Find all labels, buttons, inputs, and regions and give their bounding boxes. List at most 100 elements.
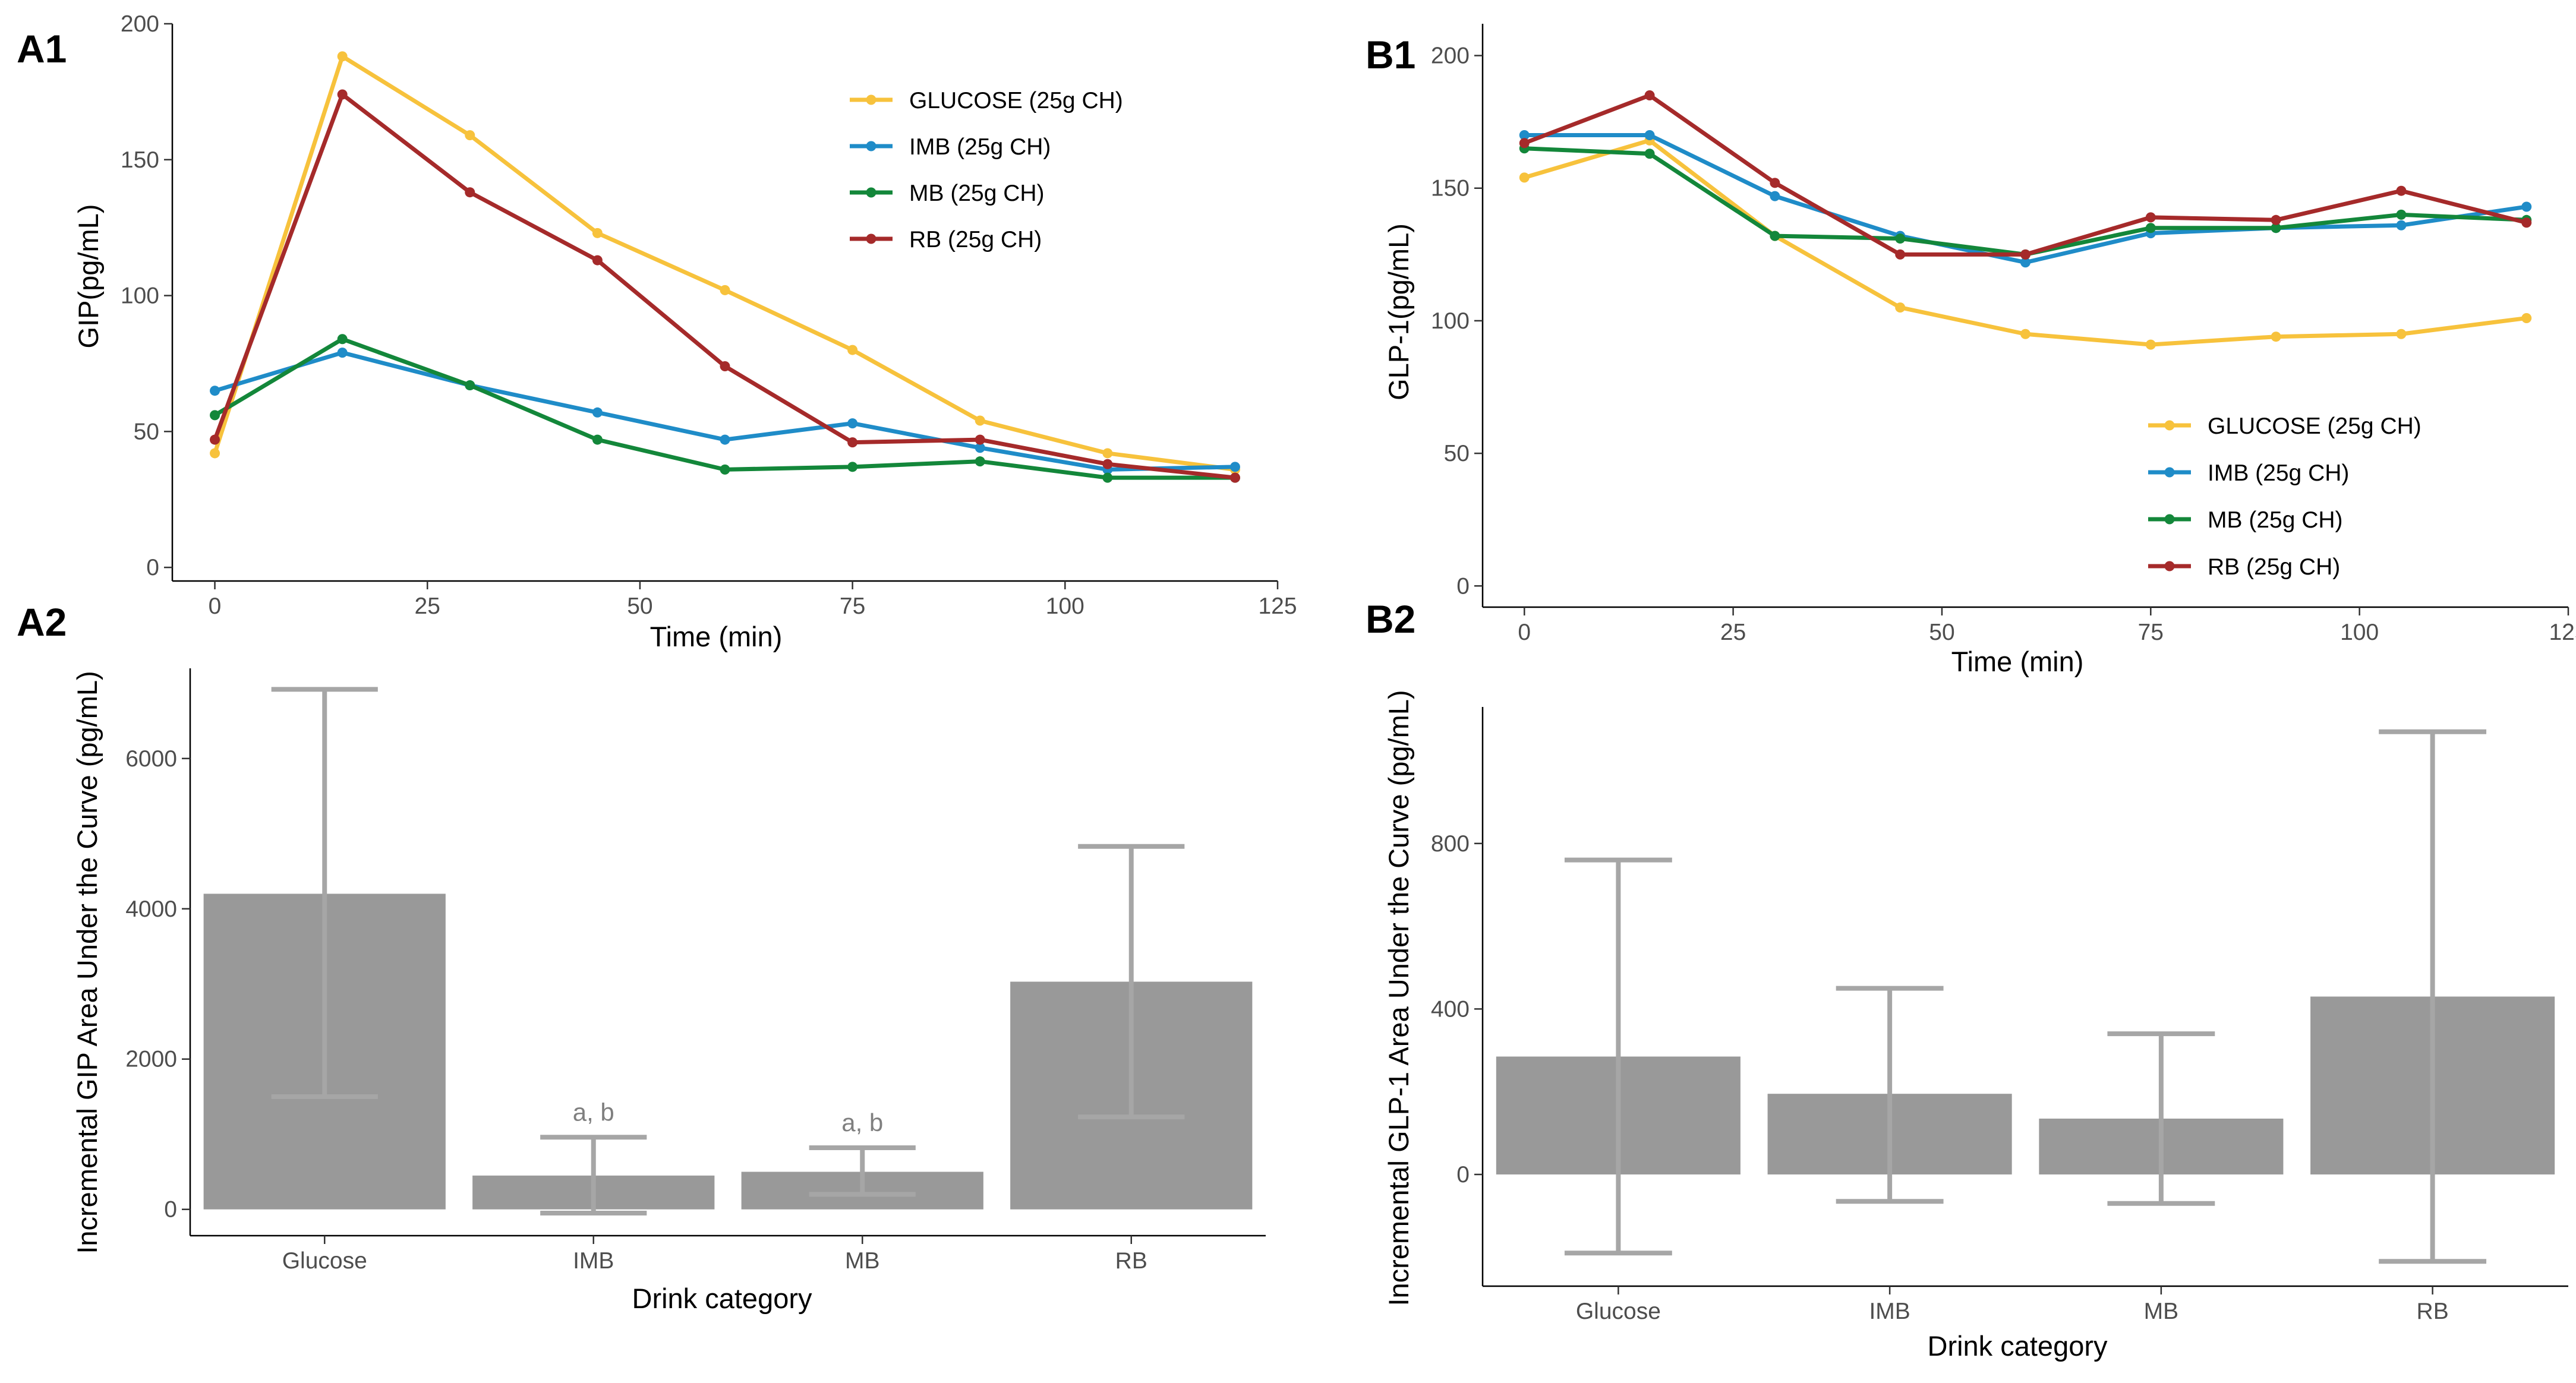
- a1-data-point-glucose: [720, 285, 730, 295]
- a1-y-ticks: 0 50 100 150 200: [121, 11, 172, 580]
- b1-plot-area: [1519, 90, 2532, 350]
- b1-data-point-imb: [2396, 220, 2407, 230]
- b1-data-point-glucose: [1519, 172, 1530, 183]
- a1-data-point-mb: [847, 462, 858, 472]
- b1-series-line-mb: [1524, 146, 2527, 257]
- a1-x-tick-label: 100: [1046, 593, 1084, 619]
- a2-x-tick-label: Glucose: [282, 1248, 367, 1274]
- b1-series-line-rb: [1524, 93, 2527, 257]
- b1-y-ticks: 0 50 100 150 200: [1431, 43, 1483, 599]
- b1-data-point-mb: [1644, 149, 1655, 159]
- a1-data-point-rb: [210, 434, 220, 445]
- b2-y-tick-label: 0: [1456, 1162, 1470, 1188]
- a1-legend-key-point-rb: [866, 233, 876, 244]
- b1-data-point-imb: [1644, 130, 1655, 140]
- b1-legend-key-point-imb: [2164, 467, 2175, 478]
- a1-data-point-mb: [975, 456, 985, 467]
- a2-y-axis-title: Incremental GIP Area Under the Curve (pg…: [71, 671, 103, 1253]
- b1-data-point-glucose: [2145, 339, 2156, 350]
- b1-legend-label: IMB (25g CH): [2208, 460, 2349, 486]
- b1-y-tick-label: 200: [1431, 43, 1470, 69]
- a1-data-point-glucose: [847, 345, 858, 355]
- b1-series-imb: [1519, 130, 2532, 268]
- b2-y-tick-label: 800: [1431, 831, 1470, 857]
- a1-legend-label: MB (25g CH): [909, 181, 1045, 206]
- a1-data-point-imb: [337, 348, 348, 358]
- a1-legend-label: RB (25g CH): [909, 227, 1042, 252]
- b2-x-tick-label: RB: [2417, 1299, 2449, 1324]
- panel-label-a2: A2: [17, 600, 67, 644]
- b1-x-tick-label: 125: [2549, 620, 2576, 645]
- a1-data-point-mb: [337, 334, 348, 345]
- a1-data-point-mb: [720, 464, 730, 475]
- a1-data-point-rb: [465, 187, 475, 198]
- b1-x-tick-label: 0: [1518, 620, 1531, 645]
- b1-data-point-rb: [2521, 217, 2532, 228]
- a1-data-point-glucose: [337, 51, 348, 62]
- b1-data-point-rb: [2396, 185, 2407, 196]
- b2-y-ticks: 0 400 800: [1431, 831, 1483, 1188]
- a1-series-mb: [210, 334, 1240, 483]
- a1-data-point-rb: [592, 255, 603, 266]
- a1-data-point-imb: [720, 434, 730, 445]
- a2-x-ticks: Glucose IMB MB RB: [282, 1236, 1147, 1274]
- b1-series-rb: [1519, 90, 2532, 260]
- b1-y-tick-label: 0: [1456, 573, 1470, 599]
- a1-y-tick-label: 150: [121, 147, 159, 173]
- b1-data-point-rb: [2020, 249, 2030, 260]
- a2-significance-label: a, b: [573, 1098, 614, 1126]
- a2-x-tick-label: RB: [1115, 1248, 1147, 1274]
- a1-series-glucose: [210, 51, 1240, 475]
- a1-data-point-imb: [210, 386, 220, 396]
- b1-series-mb: [1519, 143, 2532, 260]
- panel-label-b1: B1: [1366, 33, 1415, 77]
- a1-data-point-rb: [337, 89, 348, 100]
- a1-data-point-glucose: [975, 415, 985, 426]
- b1-legend-key-point-mb: [2164, 514, 2175, 525]
- b2-x-tick-label: Glucose: [1576, 1299, 1661, 1324]
- a1-y-tick-label: 50: [134, 419, 159, 444]
- a1-legend-key-point-glucose: [866, 94, 876, 105]
- a1-legend-key-point-mb: [866, 187, 876, 198]
- b1-legend: GLUCOSE (25g CH) IMB (25g CH) MB (25g CH) R…: [2148, 413, 2421, 580]
- b1-y-tick-label: 100: [1431, 308, 1470, 334]
- b1-data-point-rb: [1895, 249, 1906, 260]
- b1-data-point-rb: [1644, 90, 1655, 101]
- b1-data-point-mb: [2145, 223, 2156, 233]
- a1-legend-label: GLUCOSE (25g CH): [909, 88, 1123, 113]
- a1-y-tick-label: 100: [121, 283, 159, 309]
- panel-b1: B1 0 50 100 150 200 0 25 50 75 100 125 Time (min)…: [1366, 24, 2576, 677]
- b1-y-tick-label: 50: [1444, 441, 1470, 466]
- a2-y-tick-label: 0: [164, 1197, 177, 1223]
- a1-data-point-rb: [1102, 459, 1113, 469]
- b1-legend-label: MB (25g CH): [2208, 507, 2343, 533]
- b1-data-point-glucose: [2271, 331, 2281, 342]
- b2-y-axis-title: Incremental GLP-1 Area Under the Curve (…: [1383, 690, 1414, 1306]
- a1-data-point-rb: [1229, 472, 1240, 483]
- b1-data-point-imb: [1770, 191, 1780, 201]
- a2-y-ticks: 0 2000 4000 6000: [125, 746, 190, 1223]
- a1-series-imb: [210, 348, 1240, 475]
- a2-y-tick-label: 4000: [125, 896, 177, 922]
- a1-data-point-glucose: [465, 130, 475, 141]
- a2-y-tick-label: 6000: [125, 746, 177, 772]
- b1-data-point-mb: [2396, 209, 2407, 220]
- panel-label-a1: A1: [17, 27, 67, 71]
- b1-data-point-rb: [2271, 214, 2281, 225]
- a1-data-point-rb: [720, 361, 730, 372]
- a1-data-point-imb: [1229, 462, 1240, 472]
- b1-x-tick-label: 100: [2340, 620, 2379, 645]
- b1-data-point-imb: [2521, 201, 2532, 212]
- a2-x-tick-label: IMB: [573, 1248, 614, 1274]
- a1-data-point-rb: [975, 434, 985, 445]
- a1-data-point-mb: [1102, 472, 1113, 483]
- a1-data-point-imb: [847, 418, 858, 429]
- b1-x-tick-label: 25: [1720, 620, 1746, 645]
- a1-plot-area: [210, 51, 1240, 483]
- a1-x-tick-label: 125: [1258, 593, 1297, 619]
- a1-x-tick-label: 25: [415, 593, 440, 619]
- b1-data-point-mb: [1895, 233, 1906, 244]
- b1-data-point-rb: [1770, 178, 1780, 188]
- a1-data-point-imb: [975, 443, 985, 453]
